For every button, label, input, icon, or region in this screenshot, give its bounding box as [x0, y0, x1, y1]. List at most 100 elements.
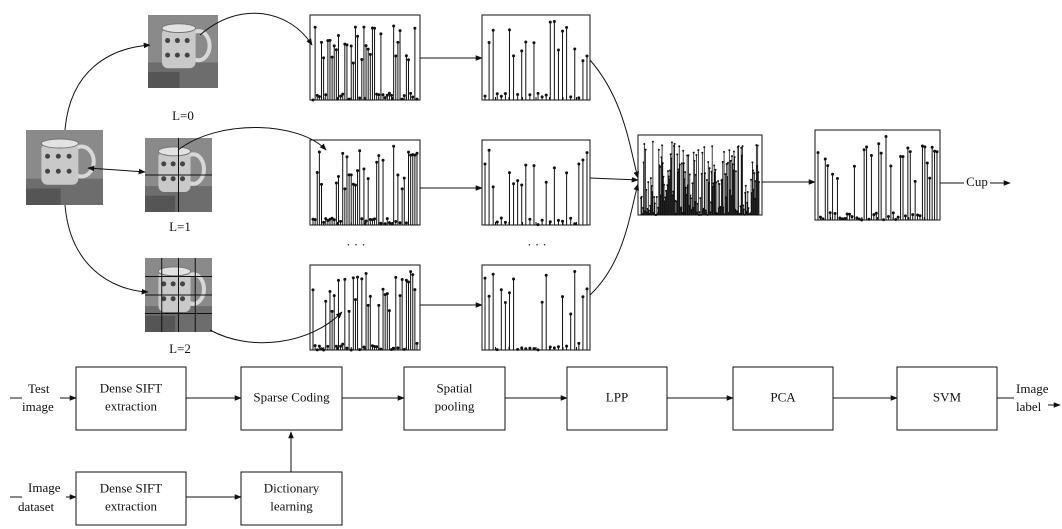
stem-head	[524, 347, 527, 350]
stem-head	[377, 93, 380, 96]
stem-head	[401, 278, 404, 281]
stem-head	[403, 177, 406, 180]
input-label: dataset	[18, 499, 54, 514]
stem-head	[358, 97, 361, 100]
stem-head	[343, 278, 346, 281]
stem-head	[541, 301, 544, 304]
stem-head	[528, 218, 531, 221]
stem-head	[718, 183, 720, 185]
stem-head	[532, 164, 535, 167]
photo	[145, 258, 212, 332]
stem-head	[757, 171, 759, 173]
process-label: extraction	[105, 398, 157, 413]
stem-head	[341, 93, 344, 96]
stem-head	[484, 277, 487, 280]
output-label: Image	[1016, 381, 1049, 396]
stem-head	[362, 26, 365, 29]
stem-head	[682, 150, 684, 152]
stem-plot	[638, 135, 762, 216]
plot-frame	[482, 15, 590, 100]
stem-head	[520, 183, 523, 186]
cup-pattern	[67, 169, 72, 174]
process-label: pooling	[435, 398, 475, 413]
stem-head	[723, 151, 725, 153]
stem-head	[354, 184, 357, 187]
photo	[26, 130, 103, 205]
stem-head	[339, 345, 342, 348]
stem-head	[537, 348, 540, 351]
stem-head	[865, 145, 868, 148]
stem-head	[577, 162, 580, 165]
stem-head	[650, 177, 652, 179]
process-label: SVM	[933, 389, 962, 404]
stem-head	[500, 216, 503, 219]
plot-frame	[482, 265, 590, 350]
stem-head	[512, 278, 515, 281]
stem-head	[528, 93, 531, 96]
stem-head	[740, 147, 742, 149]
stem-head	[382, 93, 385, 96]
cup-body	[162, 28, 196, 68]
stem-head	[868, 218, 871, 221]
stem-head	[399, 29, 402, 32]
stem-head	[369, 53, 372, 56]
stem-head	[662, 162, 664, 164]
stem-head	[403, 348, 406, 351]
stem-head	[656, 196, 658, 198]
stem-head	[586, 54, 589, 57]
stem-head	[331, 56, 334, 59]
stem-head	[709, 167, 711, 169]
stem-head	[314, 344, 317, 347]
stem-head	[492, 185, 495, 188]
stem-head	[345, 347, 348, 350]
cup-pattern	[161, 161, 166, 166]
photo	[148, 15, 218, 88]
cup-body	[158, 151, 190, 192]
stem-head	[880, 152, 883, 155]
stem-head	[394, 54, 397, 57]
stem-head	[695, 154, 697, 156]
stem-head	[407, 280, 410, 283]
stem-head	[877, 142, 880, 145]
stem-head	[352, 276, 355, 279]
stem-head	[565, 26, 568, 29]
cup-pattern	[56, 169, 61, 174]
stem-head	[821, 217, 824, 220]
stem-head	[341, 152, 344, 155]
stem-head	[358, 348, 361, 351]
stem-head	[516, 93, 519, 96]
stem-head	[674, 143, 676, 145]
stem-head	[831, 173, 834, 176]
stem-head	[715, 182, 717, 184]
stem-head	[586, 287, 589, 290]
stem-head	[396, 41, 399, 44]
cup-pattern	[165, 53, 170, 58]
stem-head	[312, 98, 315, 101]
process-label: LPP	[606, 389, 628, 404]
stem-head	[318, 95, 321, 98]
output-label: Cup	[966, 174, 988, 189]
process-label: learning	[270, 498, 313, 513]
cup-pattern	[45, 154, 50, 159]
cup-body	[41, 144, 78, 185]
input-label: image	[22, 399, 54, 414]
stem-head	[532, 41, 535, 44]
stem-head	[747, 207, 749, 209]
stem-head	[732, 163, 734, 165]
stem-head	[829, 211, 832, 214]
stem-head	[919, 214, 922, 217]
stem-plot	[310, 15, 420, 101]
stem-head	[401, 98, 404, 101]
stem-head	[396, 174, 399, 177]
stem-head	[668, 175, 670, 177]
stem-head	[541, 95, 544, 98]
stem-head	[328, 290, 331, 293]
stem-head	[889, 165, 892, 168]
photos	[26, 15, 218, 332]
stem-head	[504, 301, 507, 304]
stem-head	[817, 151, 820, 154]
stem-head	[670, 153, 672, 155]
stem-head	[318, 345, 321, 348]
stem-head	[882, 218, 885, 221]
stem-head	[516, 179, 519, 182]
